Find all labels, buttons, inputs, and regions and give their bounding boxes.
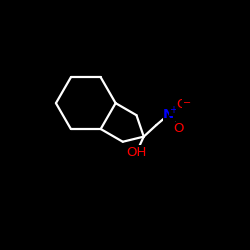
Text: +: + xyxy=(169,105,177,115)
Text: −: − xyxy=(183,98,191,108)
Text: OH: OH xyxy=(126,146,146,159)
Text: N: N xyxy=(163,108,174,121)
Text: O: O xyxy=(176,98,187,111)
Text: O: O xyxy=(173,122,184,136)
